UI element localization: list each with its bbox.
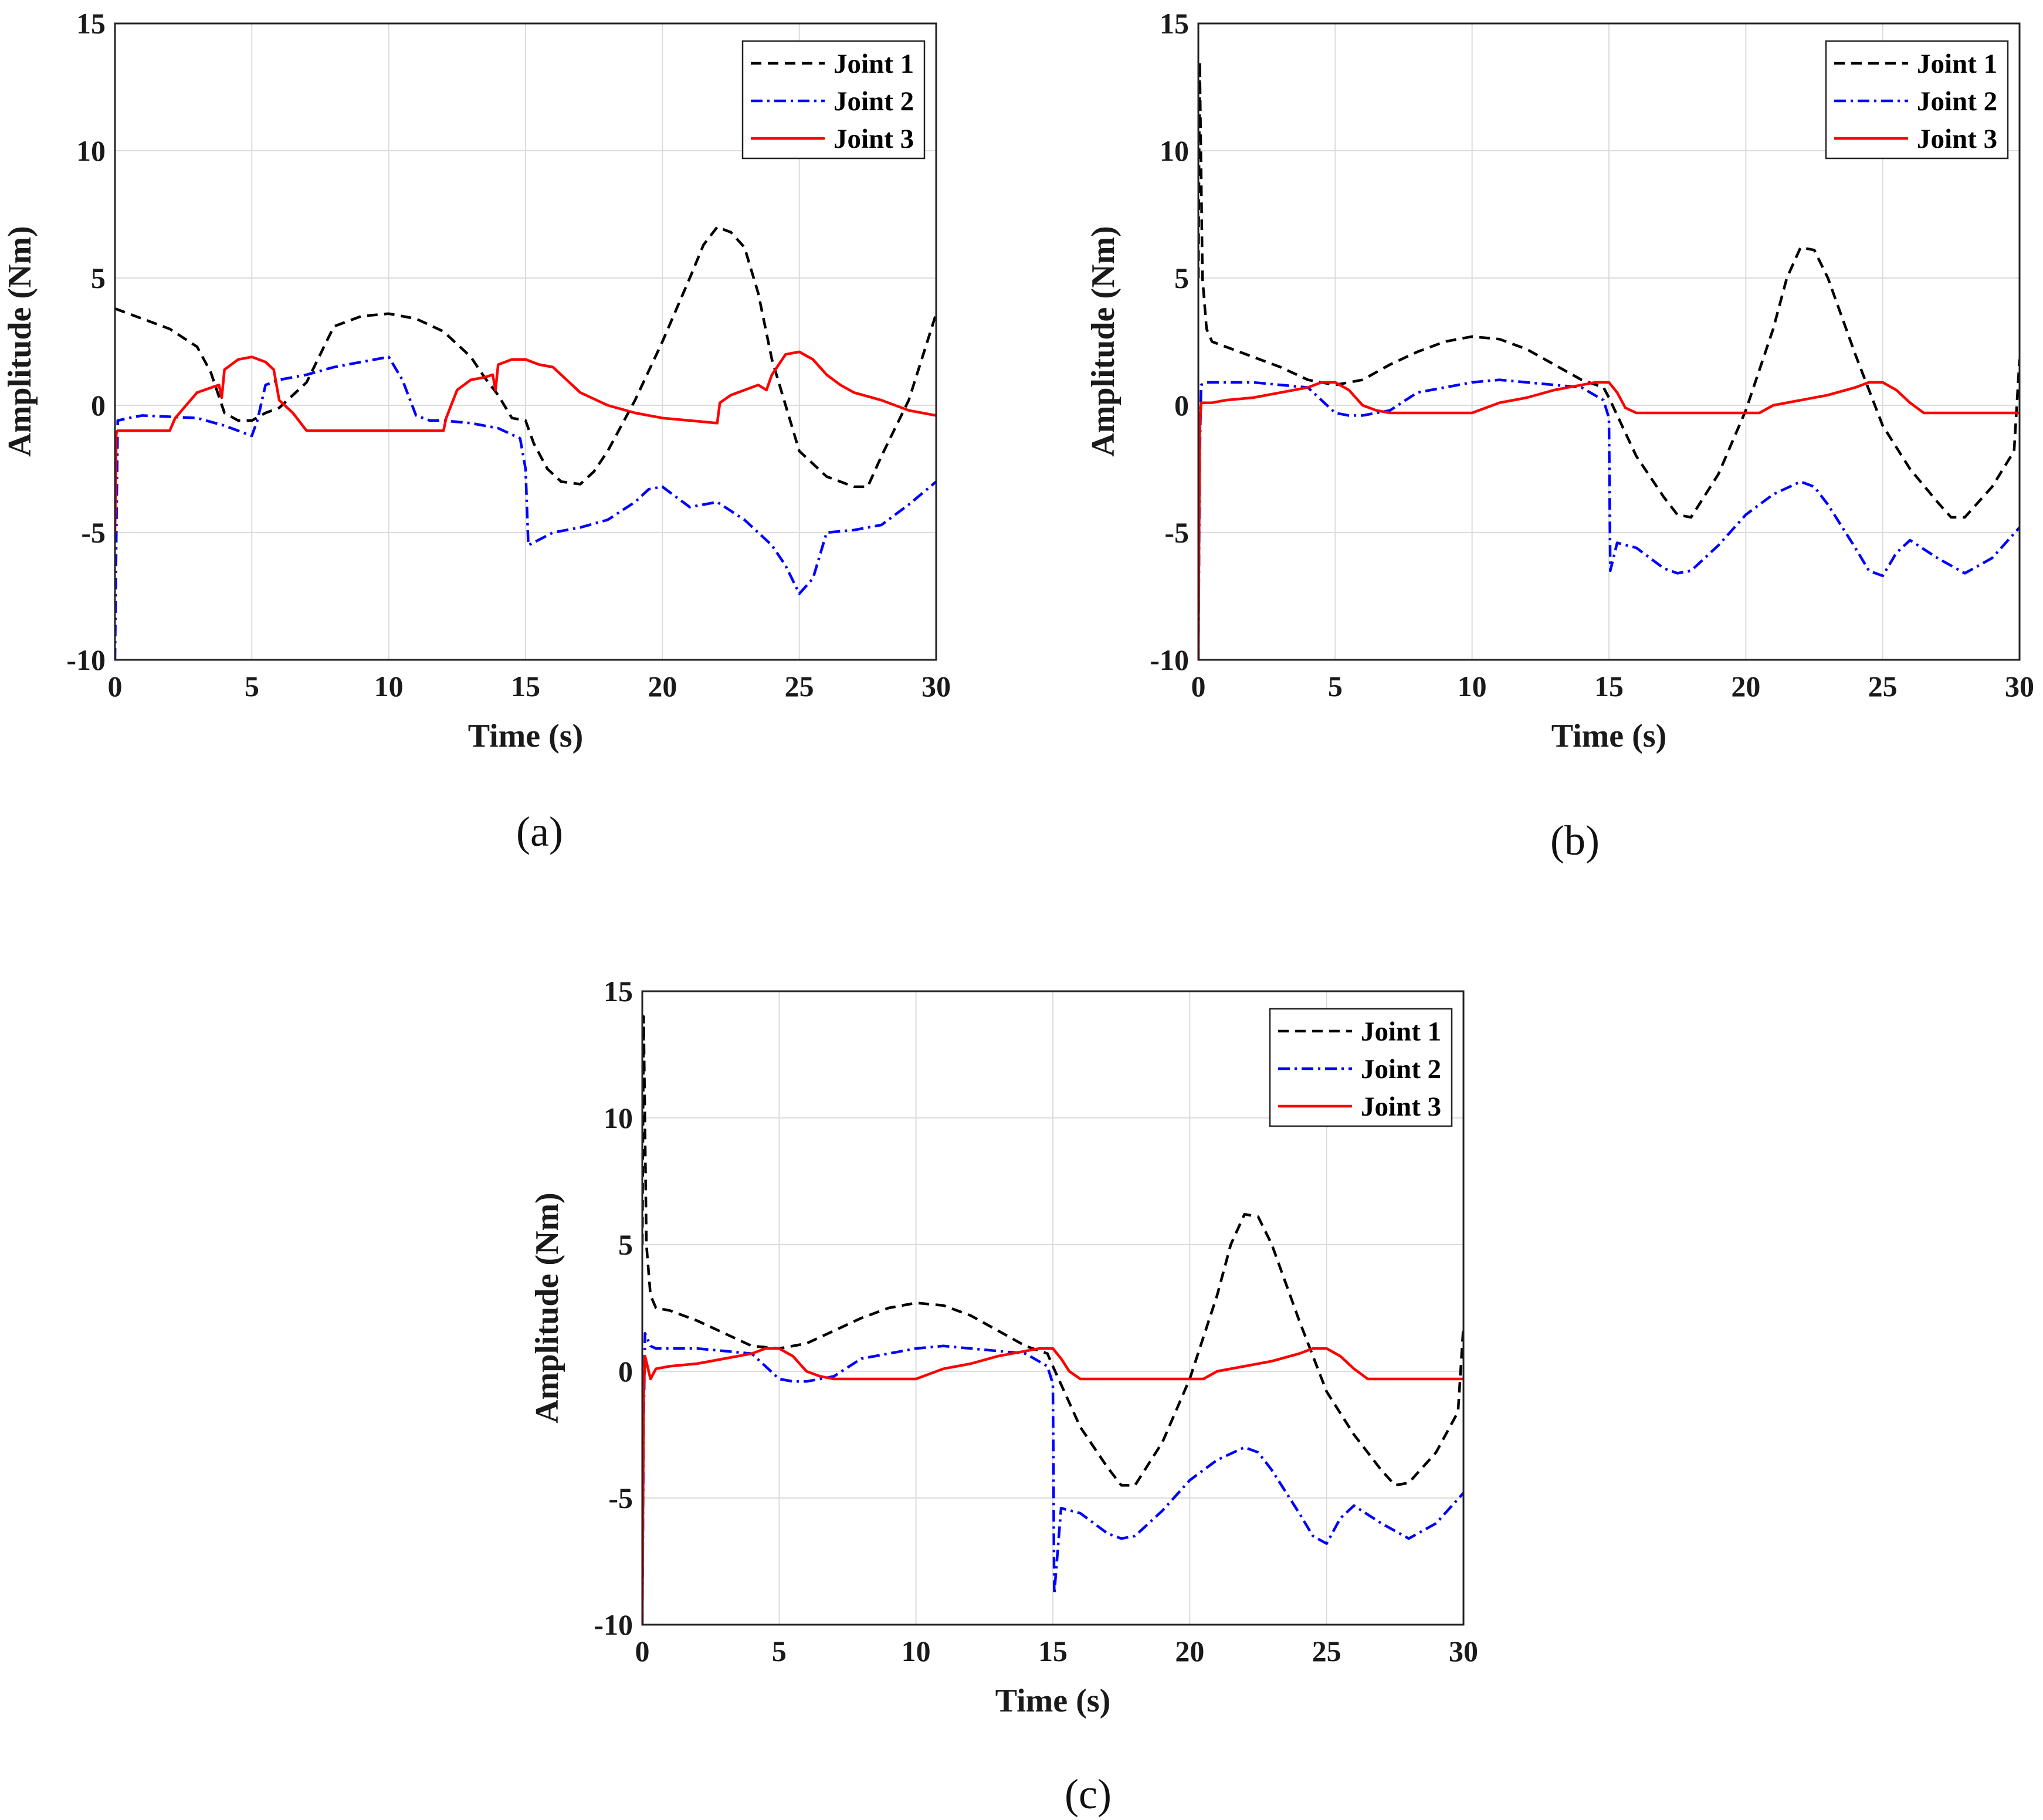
series-line-joint-1 (642, 1015, 1463, 1487)
y-tick-label: 15 (604, 975, 633, 1008)
x-tick-label: 30 (1449, 1635, 1478, 1668)
panel-b: 0 5 10 15 20 25 30 -10 -5 0 5 10 15 Time (s) Amplitude… (1085, 7, 2034, 754)
x-tick-label: 25 (785, 670, 814, 703)
x-tick-label: 15 (511, 670, 540, 703)
legend-label-joint-1: Joint 1 (1361, 1016, 1441, 1047)
legend-label-joint-2: Joint 2 (1361, 1054, 1441, 1084)
legend-label-joint-3: Joint 3 (1361, 1092, 1441, 1122)
panel-a: 0 5 10 15 20 25 30 -10 -5 0 5 10 15 Time (s) Amplitude… (2, 7, 951, 754)
panel-c: 0 5 10 15 20 25 30 -10 -5 0 5 10 15 Time (s) Amplitude… (529, 975, 1478, 1719)
x-tick-label: 15 (1594, 670, 1624, 703)
x-tick-label: 5 (1328, 670, 1343, 703)
series-line-joint-2 (115, 355, 936, 660)
legend-label-joint-3: Joint 3 (1917, 124, 1997, 154)
legend: Joint 1 Joint 2 Joint 3 (1269, 1008, 1453, 1127)
y-tick-label: 5 (1174, 262, 1189, 294)
x-tick-label: 10 (1458, 670, 1487, 703)
caption-a: (a) (516, 808, 563, 855)
x-tick-label: 0 (1191, 670, 1206, 703)
series-line-joint-3 (1198, 381, 2020, 660)
x-tick-label: 5 (772, 1635, 787, 1668)
y-tick-label: 10 (604, 1102, 633, 1134)
y-tick-label: 0 (618, 1355, 633, 1388)
caption-b: (b) (1550, 817, 1600, 864)
x-tick-label: 10 (374, 670, 404, 703)
x-tick-label: 15 (1038, 1635, 1068, 1668)
legend-label-joint-1: Joint 1 (1917, 49, 1997, 79)
y-tick-label: -10 (66, 643, 106, 676)
axes-frame (641, 990, 1465, 1626)
x-tick-label: 20 (1731, 670, 1760, 703)
legend-label-joint-2: Joint 2 (834, 86, 914, 117)
series-line-joint-1 (115, 225, 936, 489)
series-line-joint-3 (115, 350, 936, 533)
x-axis-label: Time (s) (995, 1683, 1111, 1719)
caption-c: (c) (1065, 1771, 1112, 1818)
x-tick-label: 10 (902, 1635, 931, 1668)
legend-label-joint-3: Joint 3 (834, 124, 914, 154)
x-tick-label: 30 (2005, 670, 2034, 703)
x-tick-label: 20 (648, 670, 677, 703)
y-tick-label: -5 (81, 516, 106, 549)
y-tick-label: 0 (91, 389, 106, 422)
legend: Joint 1 Joint 2 Joint 3 (741, 40, 926, 160)
x-tick-label: 5 (245, 670, 259, 703)
legend-label-joint-2: Joint 2 (1917, 86, 1997, 117)
legend-label-joint-1: Joint 1 (834, 49, 914, 79)
x-axis-label: Time (s) (468, 718, 584, 754)
x-tick-label: 0 (108, 670, 123, 703)
axes-frame (1197, 22, 2021, 661)
series-line-joint-2 (642, 1331, 1463, 1625)
y-tick-label: -5 (1164, 516, 1189, 549)
y-tick-label: 0 (1174, 389, 1189, 422)
y-tick-label: -10 (594, 1608, 633, 1641)
x-tick-label: 25 (1868, 670, 1898, 703)
legend: Joint 1 Joint 2 Joint 3 (1825, 40, 2009, 160)
series-line-joint-3 (642, 1347, 1463, 1625)
y-axis-label: Amplitude (Nm) (2, 226, 38, 457)
series-line-joint-1 (1198, 60, 2020, 519)
y-tick-label: 5 (91, 262, 106, 294)
y-tick-label: 15 (76, 7, 106, 40)
y-tick-label: 15 (1160, 7, 1189, 40)
y-axis-label: Amplitude (Nm) (529, 1192, 565, 1424)
y-tick-label: 5 (618, 1228, 633, 1261)
x-axis-label: Time (s) (1551, 718, 1667, 754)
x-tick-label: 0 (635, 1635, 650, 1668)
axes-frame (114, 22, 937, 661)
series-group (642, 1015, 1463, 1625)
x-tick-label: 20 (1175, 1635, 1204, 1668)
series-line-joint-2 (1198, 378, 2020, 660)
y-tick-label: -10 (1150, 643, 1189, 676)
x-tick-label: 25 (1312, 1635, 1341, 1668)
y-tick-label: 10 (1160, 134, 1189, 167)
series-group (1198, 60, 2020, 660)
series-group (115, 225, 936, 660)
y-tick-label: -5 (608, 1482, 633, 1514)
y-axis-label: Amplitude (Nm) (1085, 226, 1122, 457)
x-tick-label: 30 (921, 670, 951, 703)
y-tick-label: 10 (76, 134, 106, 167)
